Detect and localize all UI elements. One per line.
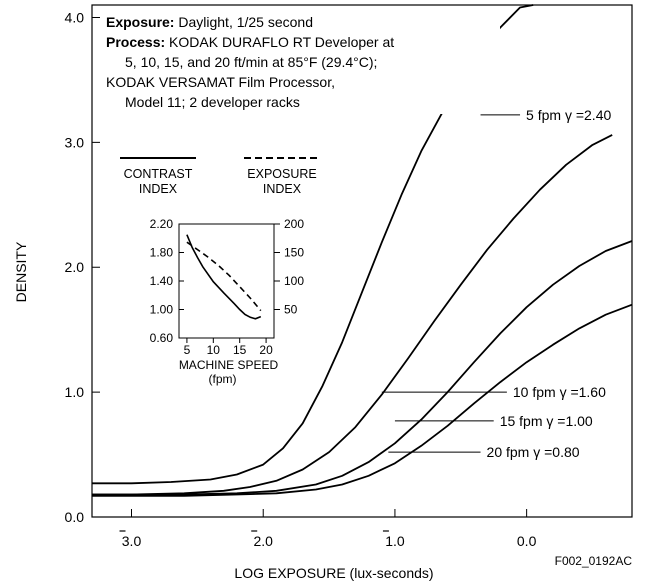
axes: 0.01.02.03.04.03.02.01.00.01.0 [65,9,537,549]
inset-chart: 0.60 1.00 1.40 1.80 2.20 50 100 150 200 5 10 15 20MA… [150,217,305,386]
x-tick-label: 1.0 [385,533,405,549]
inset-left-tick-label: 1.80 [150,246,174,260]
inset-right-tick-label: 200 [284,217,304,231]
inset-x-axis-unit: (fpm) [209,372,237,386]
inset-x-tick-label: 15 [233,343,247,357]
inset-contrast-index-line [186,234,262,320]
curve-labels: 5 fpm γ =2.40 10 fpm γ =1.60 15 fpm γ =1.0… [381,107,611,460]
info-line-text: 5, 10, 15, and 20 ft/min at 85°F (29.4°C… [125,54,377,70]
legend-label: INDEX [263,182,302,196]
process-info: Exposure: Daylight, 1/25 second Process: … [100,10,500,114]
inset-x-axis-title: MACHINE SPEED [179,358,279,372]
plot-frame [91,4,633,518]
info-line: 5, 10, 15, and 20 ft/min at 85°F (29.4°C… [125,54,377,70]
figure-id: F002_0192AC [555,554,633,568]
info-line-heading: Exposure: [106,14,174,30]
series-line [92,240,633,496]
series-line [92,303,633,497]
x-tick-label: 0.0 [517,533,537,549]
info-line-text: Daylight, 1/25 second [174,14,313,30]
y-tick-label: 2.0 [65,259,85,275]
series-label: 15 fpm γ =1.00 [500,413,593,429]
info-line-text: KODAK VERSAMAT Film Processor, [106,74,335,90]
x-tick-label: 2.0 [253,533,273,549]
inset-left-tick-label: 1.40 [150,274,174,288]
info-line-text: KODAK DURAFLO RT Developer at [165,34,394,50]
series-label: 20 fpm γ =0.80 [487,444,580,460]
info-line: Process: KODAK DURAFLO RT Developer at [106,34,394,50]
y-tick-label: 1.0 [65,384,85,400]
inset-x-tick-label: 10 [207,343,221,357]
inset-exposure-index-line [186,241,262,312]
y-axis-title: DENSITY [13,241,29,302]
x-axis-title: LOG EXPOSURE (lux-seconds) [234,565,433,581]
inset-left-tick-label: 1.00 [150,303,174,317]
x-tick-label: 3.0 [122,533,142,549]
info-line: Exposure: Daylight, 1/25 second [106,14,313,30]
info-line-heading: Process: [106,34,165,50]
inset-left-tick-label: 2.20 [150,217,174,231]
y-tick-label: 0.0 [65,509,85,525]
inset-x-tick-label: 20 [259,343,273,357]
info-line: KODAK VERSAMAT Film Processor, [106,74,335,90]
info-line-text: Model 11; 2 developer racks [125,94,300,110]
series-line [92,134,613,496]
inset-left-tick-label: 0.60 [150,331,174,345]
plot-border [91,4,633,518]
inset-right-tick-label: 150 [284,246,304,260]
inset-x-tick-label: 5 [184,343,191,357]
legend-label: INDEX [139,182,178,196]
series-label: 10 fpm γ =1.60 [513,384,606,400]
legend-label: EXPOSURE [247,167,316,181]
legend-label: CONTRAST [124,167,193,181]
y-tick-label: 3.0 [65,134,85,150]
series-label: 5 fpm γ =2.40 [526,107,611,123]
info-line: Model 11; 2 developer racks [125,94,300,110]
info-background [100,10,500,114]
inset-border [178,223,275,339]
inset-right-tick-label: 50 [284,303,298,317]
inset-right-tick-label: 100 [284,274,304,288]
y-tick-label: 4.0 [65,9,85,25]
